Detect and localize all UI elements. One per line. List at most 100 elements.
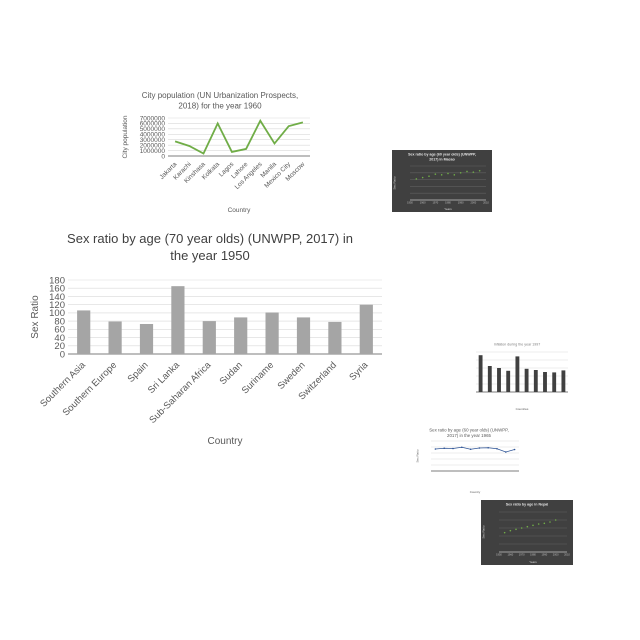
x-axis-title: Years (444, 207, 452, 211)
x-tick-label: 1960 (507, 553, 513, 557)
x-tick-label: 1990 (458, 201, 464, 205)
x-tick-label: Syria (347, 359, 371, 383)
y-tick-label: 60 (54, 325, 65, 336)
data-point (496, 447, 498, 450)
x-axis-title: Country (228, 207, 252, 214)
data-point (554, 519, 557, 521)
bar (506, 370, 511, 392)
data-point (421, 176, 424, 179)
data-point (443, 447, 446, 450)
y-tick-label: 160 (49, 284, 65, 295)
chart-title: the year 1950 (170, 248, 250, 263)
x-tick-label: 1990 (541, 553, 547, 557)
y-tick-label: 0 (60, 349, 65, 360)
bar (487, 366, 492, 392)
y-tick-label: 140 (49, 292, 65, 303)
data-point (513, 448, 516, 451)
data-point (459, 172, 462, 174)
data-point (469, 448, 472, 451)
data-point (434, 448, 437, 450)
y-tick-label: 100 (49, 308, 65, 319)
y-tick-label: 1000000 (140, 148, 166, 155)
y-tick-label: 5000000 (140, 126, 166, 133)
series-line (174, 118, 304, 155)
data-point (415, 178, 418, 180)
data-point (532, 524, 534, 527)
y-tick-label: 4000000 (140, 132, 166, 139)
data-point (549, 521, 551, 523)
y-tick-label: 3000000 (140, 137, 166, 144)
y-axis-title: City population (122, 115, 129, 158)
bar (552, 372, 557, 392)
x-tick-label: 1970 (432, 201, 438, 205)
chart-thumb-dark-scatter-1: Sex ratio by age (60 year olds) (UNWPP, 2… (392, 150, 492, 212)
chart-thumb-dark-scatter-4: Sex ratio by age in Nepal Years Sex Ratio 1… (481, 500, 573, 565)
y-tick-label: 2000000 (140, 142, 166, 149)
bar (234, 317, 248, 354)
x-tick-label: 1950 (496, 553, 502, 557)
x-tick-label: 1970 (519, 553, 525, 557)
chart-title: 2017) in the year 1965 (447, 433, 491, 438)
x-axis-title: Country (470, 490, 481, 494)
chart-city-pop: City population (UN Urbanization Prospec… (122, 91, 310, 214)
data-point (537, 523, 540, 525)
chart-title: City population (UN Urbanization Prospec… (142, 91, 299, 100)
x-tick-label: 2010 (483, 201, 489, 205)
x-axis-title: Country (207, 436, 242, 447)
bar (524, 368, 529, 392)
bar (139, 323, 154, 354)
chart-title: Inflation during the year 1997 (494, 343, 541, 347)
bar (171, 286, 185, 354)
x-tick-label: Southern Europe (61, 360, 120, 419)
bar (533, 370, 538, 392)
y-axis-title: Sex Ratio (393, 176, 397, 189)
bar (543, 372, 547, 392)
data-point (478, 447, 481, 449)
y-axis-title: Sex Ratio (482, 525, 486, 538)
data-point (526, 525, 529, 528)
data-point (520, 527, 523, 529)
x-tick-label: 1980 (530, 553, 536, 557)
data-point (543, 522, 546, 525)
y-tick-label: 80 (54, 316, 65, 327)
data-point (461, 446, 463, 449)
data-point (447, 172, 449, 175)
x-tick-label: 2010 (564, 553, 570, 557)
chart-title: Sex ratio by age (60 year olds) (UNWPP, (408, 153, 476, 157)
data-point (453, 174, 456, 176)
y-tick-label: 120 (49, 300, 65, 311)
bar (359, 304, 373, 354)
data-point (487, 446, 490, 449)
data-point (478, 169, 481, 172)
data-point (466, 170, 468, 173)
bar (108, 321, 122, 354)
chart-sex-ratio-70: Sex ratio by age (70 year olds) (UNWPP, … (30, 231, 382, 447)
data-point (505, 451, 507, 453)
x-tick-label: Spain (126, 360, 151, 385)
bar (497, 368, 501, 392)
bar (296, 317, 311, 354)
y-tick-label: 180 (49, 275, 65, 286)
x-tick-label: 2000 (470, 201, 476, 205)
y-tick-label: 0 (161, 153, 165, 160)
y-tick-label: 7000000 (140, 115, 166, 122)
x-tick-label: 1950 (407, 201, 413, 205)
bar (77, 310, 91, 354)
data-point (440, 174, 443, 176)
series-line (435, 446, 515, 453)
y-tick-label: 20 (54, 341, 65, 352)
x-tick-label: Suriname (240, 360, 277, 397)
data-point (515, 528, 517, 531)
x-tick-label: Sudan (218, 360, 245, 387)
x-axis-title: Countries (516, 407, 529, 411)
chart-title: Sex ratio by age in Nepal (506, 503, 549, 507)
chart-title: Sex ratio by age (70 year olds) (UNWPP, … (67, 231, 353, 246)
chart-thumb-line-3: Sex ratio by age (60 year olds) (UNWPP,2… (416, 427, 519, 494)
y-tick-label: 6000000 (140, 121, 166, 128)
bar (515, 356, 520, 392)
y-axis-title: Sex Ratio (30, 295, 41, 339)
y-tick-label: 40 (54, 333, 65, 344)
data-point (472, 171, 475, 173)
x-axis-title: Years (529, 560, 537, 564)
